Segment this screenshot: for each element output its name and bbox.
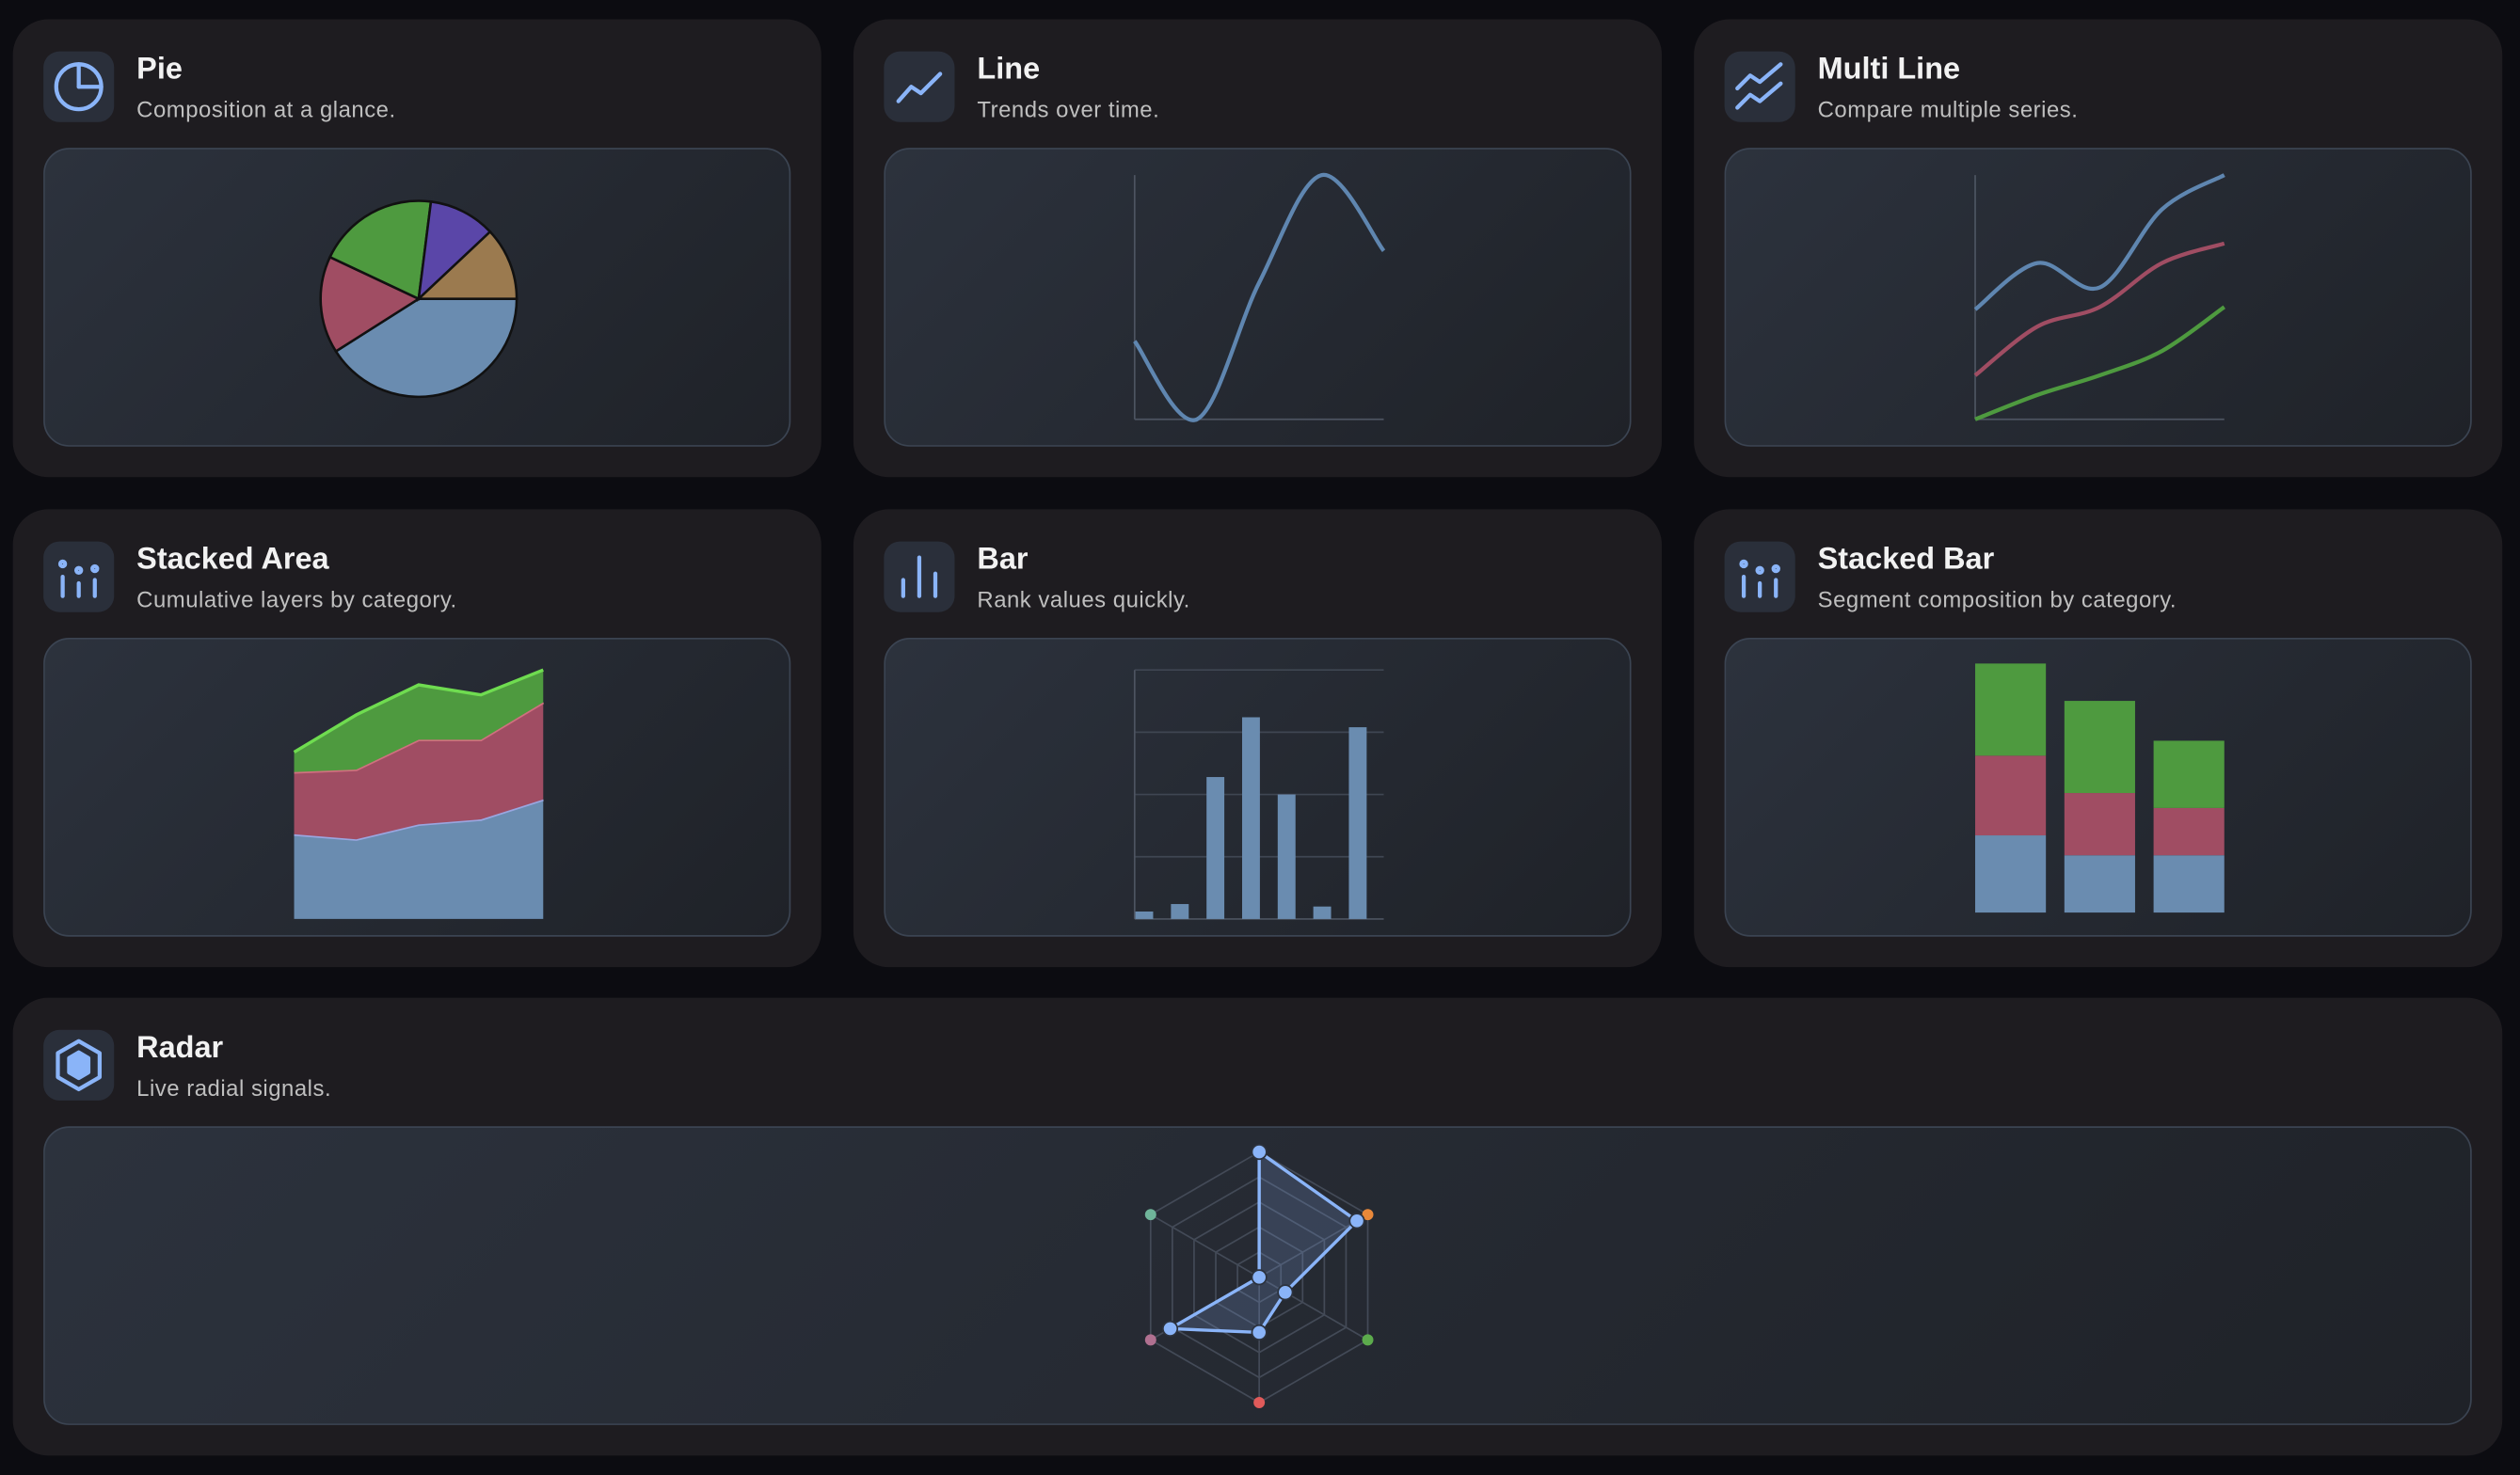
chart-panel <box>43 148 791 447</box>
card-subtitle: Rank values quickly. <box>977 585 1190 611</box>
icon-box <box>1724 540 1795 611</box>
icon <box>54 62 104 112</box>
card: Line Trends over time. <box>853 19 1662 478</box>
chart-panel <box>884 637 1632 936</box>
card-title: Stacked Bar <box>1817 542 1995 577</box>
icon <box>1739 558 1780 597</box>
card-title: Line <box>977 53 1041 87</box>
card: Radar Live radial signals. <box>12 997 2503 1456</box>
radar-axis-dot <box>1144 1334 1156 1346</box>
icon-box <box>1724 51 1795 122</box>
icon <box>56 1039 103 1092</box>
bar-segment <box>2153 739 2225 808</box>
area-edge <box>294 700 545 773</box>
bar <box>1348 726 1367 919</box>
card: Stacked Bar Segment composition by catego… <box>1694 508 2503 967</box>
card-title: Multi Line <box>1817 53 1961 87</box>
card-subtitle: Composition at a glance. <box>136 96 396 122</box>
line-series <box>1973 241 2225 377</box>
bar-segment <box>1975 662 2047 755</box>
icon-box <box>884 51 955 122</box>
chart <box>1973 173 2225 421</box>
bar-segment <box>2153 854 2225 912</box>
radar-point <box>1251 1144 1268 1161</box>
bar <box>1135 911 1154 919</box>
icon <box>57 558 100 597</box>
bar <box>1206 776 1225 919</box>
radar-axis-dot <box>1144 1209 1156 1221</box>
card-title: Bar <box>977 542 1029 577</box>
bar-segment <box>2064 792 2135 855</box>
bar-segment <box>2064 700 2135 793</box>
chart-panel <box>1724 148 2472 447</box>
card-title: Pie <box>136 53 183 87</box>
pie-slice <box>417 199 492 303</box>
radar-axis-dot <box>1362 1334 1374 1346</box>
pie-slice <box>415 230 518 300</box>
chart-panel <box>43 1126 2472 1425</box>
line-series <box>1973 173 2225 311</box>
chart <box>1133 668 1384 919</box>
bar-segment <box>2064 854 2135 912</box>
card-subtitle: Trends over time. <box>977 96 1160 122</box>
radar-point <box>1251 1269 1268 1286</box>
area-layer <box>294 799 544 919</box>
radar-spoke <box>1258 1277 1368 1341</box>
icon <box>896 71 943 103</box>
bar <box>1313 905 1332 919</box>
bar-segment <box>2153 807 2225 855</box>
radar-spoke <box>1258 1213 1368 1278</box>
area-layer <box>294 701 544 839</box>
line-series <box>1133 173 1386 422</box>
icon-box <box>884 540 955 611</box>
icon-box <box>43 51 115 122</box>
radar-spoke <box>1150 1213 1260 1278</box>
bar <box>1277 793 1296 919</box>
card-subtitle: Compare multiple series. <box>1817 96 2079 122</box>
pie-slice <box>327 199 433 301</box>
radar-point <box>1277 1284 1294 1301</box>
card-subtitle: Cumulative layers by category. <box>136 585 457 611</box>
card-title: Stacked Area <box>136 542 329 577</box>
bar <box>1241 716 1260 919</box>
chart-panel <box>43 637 791 936</box>
chart <box>1133 173 1386 422</box>
chart <box>1975 662 2225 912</box>
icon <box>901 554 938 597</box>
icon-box <box>43 1029 115 1101</box>
chart-panel <box>1724 637 2472 936</box>
card: Bar Rank values quickly. <box>853 508 1662 967</box>
line-series <box>1974 305 2225 421</box>
icon <box>1735 62 1783 110</box>
area-edge <box>293 667 544 753</box>
bar-segment <box>1975 754 2047 835</box>
icon-box <box>43 540 115 611</box>
bar <box>1171 903 1189 919</box>
area-edge <box>294 797 544 841</box>
bar-segment <box>1975 834 2047 912</box>
chart <box>1144 1144 1374 1408</box>
card: Pie Composition at a glance. <box>12 19 821 478</box>
card-subtitle: Segment composition by category. <box>1817 585 2177 611</box>
card-subtitle: Live radial signals. <box>136 1074 332 1101</box>
radar-axis-dot <box>1253 1397 1266 1408</box>
radar-point <box>1251 1324 1268 1340</box>
card: Stacked Area Cumulative layers by categor… <box>12 508 821 967</box>
pie-slice <box>319 255 422 354</box>
card-title: Radar <box>136 1031 224 1066</box>
card: Multi Line Compare multiple series. <box>1694 19 2503 478</box>
radar-point <box>1162 1320 1179 1337</box>
chart <box>319 199 518 399</box>
chart <box>293 667 545 919</box>
chart-panel <box>884 148 1632 447</box>
radar-point <box>1348 1213 1365 1229</box>
radar-axis-dot <box>1362 1209 1374 1221</box>
